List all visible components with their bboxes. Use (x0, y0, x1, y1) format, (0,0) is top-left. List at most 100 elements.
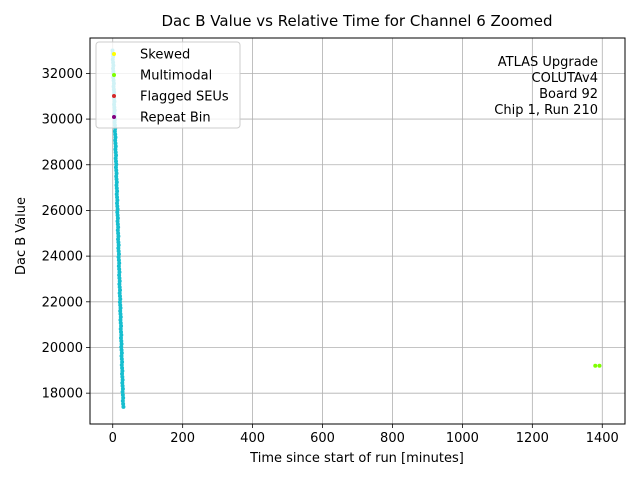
data-point (113, 135, 118, 140)
data-point (116, 234, 121, 239)
data-point (118, 318, 123, 323)
data-point (117, 291, 122, 296)
data-point (114, 183, 119, 188)
x-tick-label: 400 (240, 431, 265, 446)
data-point (117, 270, 122, 275)
data-point (121, 404, 126, 409)
data-point (115, 219, 120, 224)
x-tick-label: 200 (170, 431, 195, 446)
x-tick-label: 800 (380, 431, 405, 446)
annotation-line: Board 92 (539, 87, 598, 102)
data-point (113, 132, 118, 137)
legend: Skewed Multimodal Flagged SEUs Repeat Bin (95, 41, 241, 129)
x-tick-label: 600 (310, 431, 335, 446)
data-point (118, 297, 123, 302)
data-point (115, 198, 120, 203)
annotation-line: COLUTAv4 (532, 71, 598, 86)
data-point (115, 213, 120, 218)
data-point (115, 204, 120, 209)
data-point (113, 150, 118, 155)
data-point (115, 195, 120, 200)
data-point (118, 303, 123, 308)
chart-title: Dac B Value vs Relative Time for Channel… (161, 12, 552, 30)
data-point (115, 189, 120, 194)
data-point (120, 380, 125, 385)
data-point (118, 306, 123, 311)
x-axis-ticks: 0 200 400 600 800 1000 1200 1400 (109, 424, 619, 446)
data-point (114, 192, 119, 197)
data-point (121, 395, 126, 400)
data-point (114, 186, 119, 191)
y-tick-label: 30000 (42, 113, 83, 128)
data-point (117, 294, 122, 299)
data-point (117, 273, 122, 278)
data-point (597, 363, 602, 368)
data-point (120, 377, 125, 382)
data-point (114, 174, 119, 179)
data-point (119, 362, 124, 367)
data-point (117, 282, 122, 287)
data-point (114, 153, 119, 158)
data-point (115, 207, 120, 212)
y-tick-label: 26000 (42, 204, 83, 219)
plot-frame (89, 37, 626, 425)
data-point (112, 129, 117, 134)
data-point (115, 228, 120, 233)
data-point (117, 288, 122, 293)
data-point (114, 171, 119, 176)
data-point (113, 165, 118, 170)
legend-entry: Repeat Bin (140, 111, 211, 126)
legend-entry: Multimodal (140, 69, 212, 84)
x-tick-label: 1000 (446, 431, 479, 446)
y-axis-ticks: 18000 20000 22000 24000 26000 28000 30000 32000 (42, 67, 90, 402)
data-point (115, 201, 120, 206)
data-point (116, 255, 121, 260)
x-tick-label: 1200 (516, 431, 549, 446)
data-point (114, 180, 119, 185)
data-point (113, 159, 118, 164)
data-point (116, 252, 121, 257)
data-point (119, 341, 124, 346)
data-point (118, 327, 123, 332)
data-point (119, 338, 124, 343)
data-point (118, 321, 123, 326)
data-point (116, 246, 121, 251)
data-point (121, 401, 126, 406)
data-point (120, 383, 125, 388)
data-point (120, 398, 125, 403)
data-point (116, 243, 121, 248)
data-point (113, 138, 118, 143)
data-point (113, 144, 118, 149)
data-point (114, 177, 119, 182)
x-tick-label: 1400 (586, 431, 619, 446)
data-point (117, 267, 122, 272)
data-point (118, 315, 123, 320)
data-point (120, 368, 125, 373)
data-point (117, 300, 122, 305)
data-point (120, 359, 125, 364)
data-point (113, 147, 118, 152)
y-tick-label: 32000 (42, 67, 83, 82)
data-point (119, 356, 124, 361)
data-point (593, 363, 598, 368)
x-tick-label: 0 (109, 431, 117, 446)
data-point (120, 392, 125, 397)
data-point (118, 309, 123, 314)
data-point (117, 261, 122, 266)
data-point (119, 353, 124, 358)
data-point (120, 386, 125, 391)
legend-marker (112, 115, 116, 119)
legend-marker (112, 73, 116, 77)
data-point (120, 374, 125, 379)
annotation-line: Chip 1, Run 210 (494, 103, 598, 118)
data-point (119, 347, 124, 352)
data-point (116, 231, 121, 236)
data-point (120, 371, 125, 376)
y-tick-label: 20000 (42, 341, 83, 356)
data-point (116, 237, 121, 242)
data-point (118, 312, 123, 317)
y-tick-label: 22000 (42, 295, 83, 310)
data-point (120, 365, 125, 370)
